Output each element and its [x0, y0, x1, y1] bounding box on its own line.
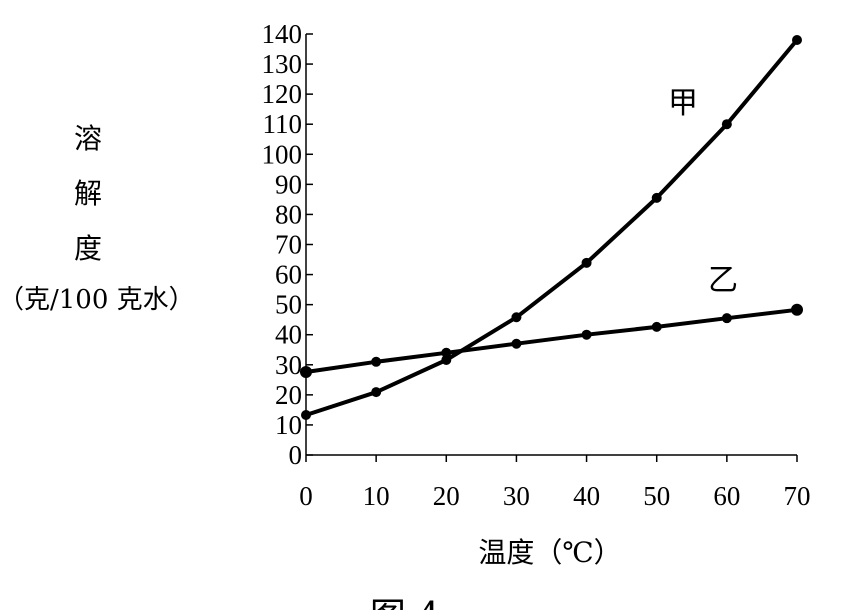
data-point-yi: [721, 313, 732, 324]
figure-caption: 图 4: [370, 596, 440, 610]
y-tick-label: 60: [275, 260, 302, 290]
y-tick-label: 90: [275, 169, 302, 199]
x-axis-ticks: 0 10 20 30 40 50 60 70: [299, 455, 811, 511]
series-line-yi: [304, 307, 799, 374]
y-tick-label: 120: [262, 79, 303, 109]
y-tick-label: 130: [262, 49, 303, 79]
data-point-jia: [651, 192, 662, 203]
x-axis-label: 温度（℃）: [478, 536, 621, 569]
data-point-jia: [371, 387, 382, 398]
data-point-yi: [371, 356, 382, 367]
y-axis-label-line-2: 解: [74, 177, 102, 210]
y-tick-label: 110: [263, 109, 303, 139]
y-tick-label: 0: [289, 440, 303, 470]
x-tick-label: 10: [363, 481, 390, 511]
data-point-jia: [301, 410, 311, 421]
x-tick-label: 40: [573, 481, 600, 511]
x-tick-label: 0: [299, 481, 313, 511]
series-line-jia: [304, 38, 799, 417]
y-tick-label: 30: [275, 350, 302, 380]
data-point-jia: [441, 354, 452, 365]
y-tick-label: 140: [262, 19, 303, 49]
data-point-yi: [791, 303, 803, 316]
y-tick-label: 10: [275, 410, 302, 440]
data-point-jia: [792, 35, 802, 46]
axes: [305, 34, 797, 456]
y-tick-label: 100: [262, 139, 303, 169]
data-point-yi: [581, 329, 592, 340]
data-point-yi: [511, 338, 522, 349]
data-point-jia: [721, 119, 732, 130]
data-point-yi: [300, 366, 312, 379]
x-tick-label: 50: [643, 481, 670, 511]
x-tick-label: 60: [713, 481, 740, 511]
series-label-yi: 乙: [708, 263, 738, 298]
y-axis-label-line-1: 溶: [74, 122, 102, 155]
data-point-yi: [651, 321, 662, 332]
y-axis-label-line-4: （克/100 克水）: [0, 285, 195, 315]
y-axis-label-line-3: 度: [74, 232, 102, 265]
series-label-jia: 甲: [668, 86, 698, 121]
y-tick-label: 40: [275, 320, 302, 350]
data-point-jia: [511, 312, 522, 323]
data-point-jia: [581, 257, 592, 268]
x-tick-label: 70: [784, 481, 811, 511]
y-tick-label: 80: [275, 199, 302, 229]
data-point-yi: [441, 347, 452, 358]
x-tick-label: 20: [433, 481, 460, 511]
y-tick-label: 50: [275, 290, 302, 320]
x-tick-label: 30: [503, 481, 530, 511]
y-tick-label: 20: [275, 380, 302, 410]
y-tick-label: 70: [275, 230, 302, 260]
series-group: [300, 35, 803, 421]
